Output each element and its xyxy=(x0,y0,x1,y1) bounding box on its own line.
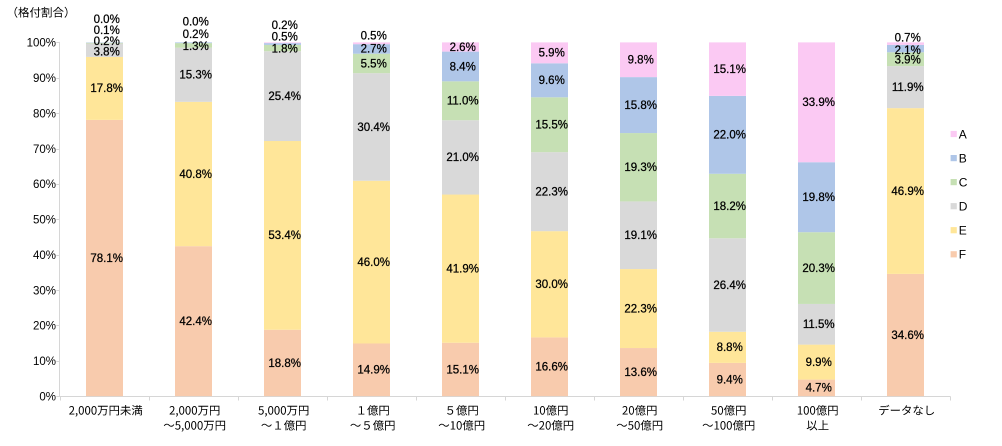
svg-text:22.3%: 22.3% xyxy=(535,187,568,199)
svg-text:9.8%: 9.8% xyxy=(628,55,654,67)
svg-text:78.1%: 78.1% xyxy=(90,253,123,265)
svg-text:11.9%: 11.9% xyxy=(892,82,924,94)
svg-text:18.8%: 18.8% xyxy=(268,358,301,370)
svg-text:19.1%: 19.1% xyxy=(624,230,657,242)
svg-text:2.7%: 2.7% xyxy=(361,44,387,56)
svg-text:80%: 80% xyxy=(33,109,56,121)
svg-text:0.2%: 0.2% xyxy=(183,29,209,41)
svg-text:8.4%: 8.4% xyxy=(450,61,476,73)
svg-text:1.8%: 1.8% xyxy=(272,43,298,55)
svg-text:15.5%: 15.5% xyxy=(535,120,568,132)
svg-text:14.9%: 14.9% xyxy=(357,365,390,377)
svg-text:9.6%: 9.6% xyxy=(539,75,565,87)
svg-text:26.4%: 26.4% xyxy=(713,280,746,292)
svg-text:50%: 50% xyxy=(33,215,56,227)
svg-text:0.5%: 0.5% xyxy=(361,30,387,42)
svg-text:70%: 70% xyxy=(33,144,56,156)
svg-text:11.0%: 11.0% xyxy=(447,96,479,108)
svg-text:0.0%: 0.0% xyxy=(183,16,209,28)
svg-text:0.1%: 0.1% xyxy=(94,25,120,37)
svg-text:3.8%: 3.8% xyxy=(94,47,120,59)
svg-text:15.8%: 15.8% xyxy=(624,100,657,112)
svg-text:13.6%: 13.6% xyxy=(624,367,657,379)
svg-text:5.5%: 5.5% xyxy=(361,58,387,70)
svg-text:15.1%: 15.1% xyxy=(713,64,746,76)
svg-text:19.8%: 19.8% xyxy=(802,192,835,204)
svg-text:22.0%: 22.0% xyxy=(713,130,746,142)
svg-text:40%: 40% xyxy=(33,250,56,262)
svg-text:90%: 90% xyxy=(33,73,56,85)
svg-text:9.9%: 9.9% xyxy=(806,357,832,369)
svg-text:0.2%: 0.2% xyxy=(272,20,298,32)
svg-text:2.1%: 2.1% xyxy=(895,45,921,57)
svg-text:60%: 60% xyxy=(33,179,56,191)
svg-text:9.4%: 9.4% xyxy=(717,374,743,386)
svg-text:0.2%: 0.2% xyxy=(94,36,120,48)
svg-text:8.8%: 8.8% xyxy=(717,342,743,354)
svg-text:40.8%: 40.8% xyxy=(179,169,212,181)
svg-text:30%: 30% xyxy=(33,285,56,297)
svg-text:53.4%: 53.4% xyxy=(268,230,301,242)
svg-text:E: E xyxy=(959,224,967,238)
svg-text:D: D xyxy=(959,200,968,214)
svg-text:10%: 10% xyxy=(33,356,56,368)
svg-text:42.4%: 42.4% xyxy=(179,316,212,328)
svg-text:20.3%: 20.3% xyxy=(802,263,835,275)
svg-text:41.9%: 41.9% xyxy=(446,264,479,276)
svg-text:C: C xyxy=(959,175,968,189)
svg-text:F: F xyxy=(959,248,966,262)
svg-text:25.4%: 25.4% xyxy=(268,91,301,103)
svg-text:22.3%: 22.3% xyxy=(624,303,657,315)
svg-text:20%: 20% xyxy=(33,321,56,333)
svg-text:33.9%: 33.9% xyxy=(802,97,835,109)
svg-text:18.2%: 18.2% xyxy=(713,201,746,213)
svg-text:46.0%: 46.0% xyxy=(357,257,390,269)
svg-text:15.1%: 15.1% xyxy=(446,364,479,376)
svg-text:34.6%: 34.6% xyxy=(891,330,924,342)
svg-text:0.7%: 0.7% xyxy=(895,32,921,44)
svg-text:4.7%: 4.7% xyxy=(806,383,832,395)
svg-text:100%: 100% xyxy=(27,38,56,50)
svg-text:17.8%: 17.8% xyxy=(90,83,123,95)
svg-text:30.0%: 30.0% xyxy=(535,279,568,291)
svg-text:1.3%: 1.3% xyxy=(183,41,209,53)
svg-text:2.6%: 2.6% xyxy=(450,42,476,54)
svg-text:0%: 0% xyxy=(39,392,56,404)
svg-text:21.0%: 21.0% xyxy=(446,152,479,164)
svg-text:15.3%: 15.3% xyxy=(179,70,212,82)
svg-text:19.3%: 19.3% xyxy=(624,162,657,174)
svg-text:11.5%: 11.5% xyxy=(803,319,835,331)
svg-text:46.9%: 46.9% xyxy=(891,186,924,198)
svg-text:0.0%: 0.0% xyxy=(94,14,120,26)
svg-text:16.6%: 16.6% xyxy=(535,362,568,374)
svg-text:5.9%: 5.9% xyxy=(539,48,565,60)
svg-text:A: A xyxy=(959,127,967,141)
svg-text:0.5%: 0.5% xyxy=(272,31,298,43)
svg-text:30.4%: 30.4% xyxy=(357,122,390,134)
svg-text:B: B xyxy=(959,151,967,165)
